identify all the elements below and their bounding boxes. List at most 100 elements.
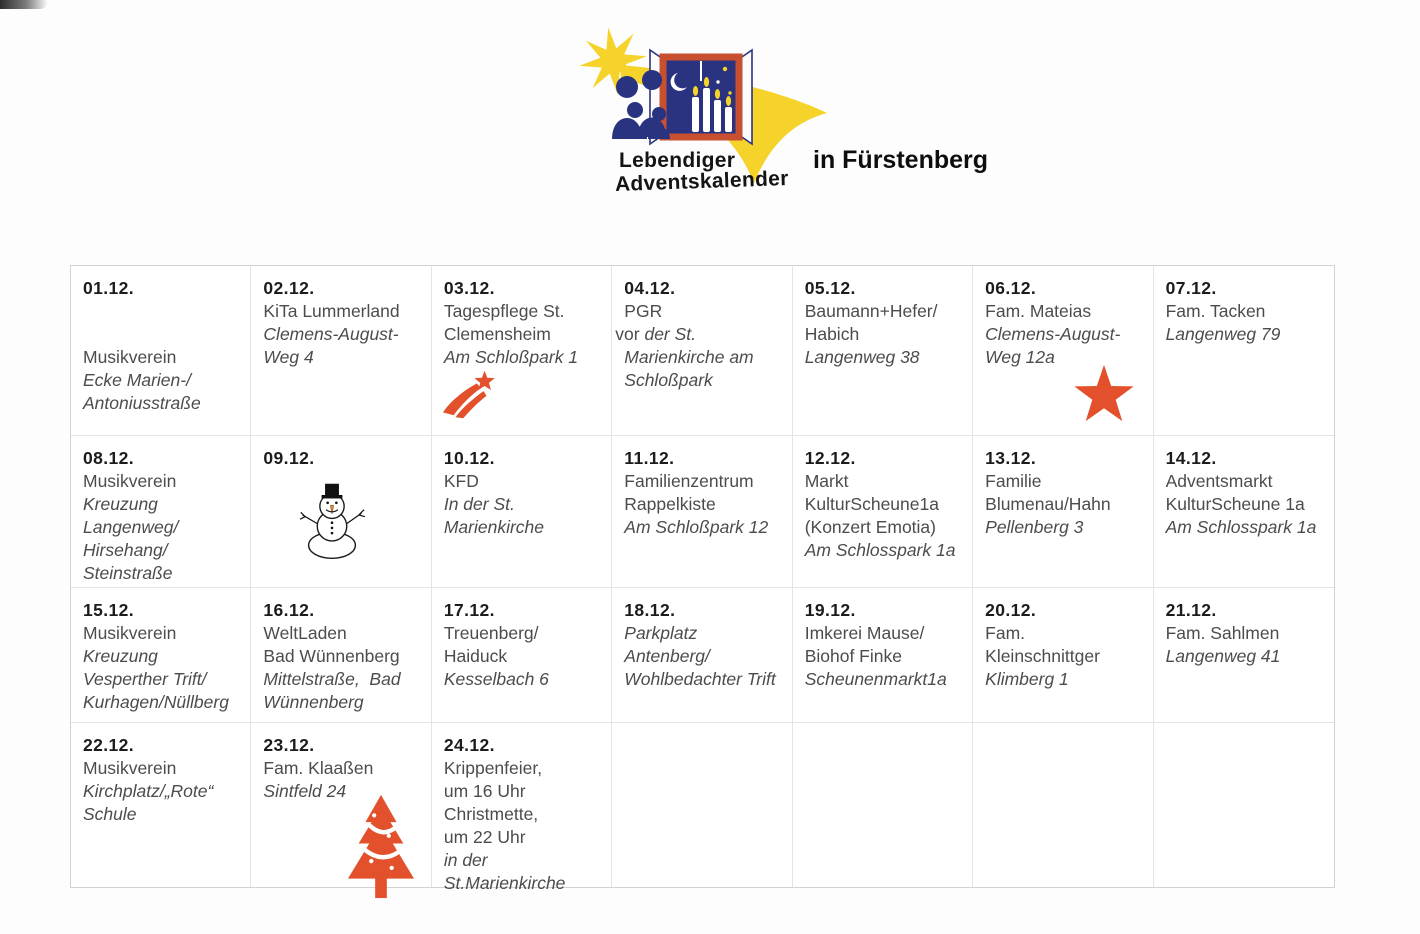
cell-lines: Adventsmarkt KulturScheune 1a Am Schlosspa… [1166,470,1328,539]
event-text-line: in der [443,850,488,870]
event-text-line: Kleinschnittger [985,646,1100,666]
event-text-line: Marienkirche am [624,347,754,367]
cell-date: 08.12. [83,448,135,468]
event-text-line: Clemensheim [443,324,551,344]
event-text-line: (Konzert Emotia) [804,517,936,537]
event-text-line: Ecke Marien-/ [83,370,191,390]
cell-lines: Baumann+Hefer/Habich Langenweg 38 [805,300,966,369]
cell-date: 18.12. [624,600,676,620]
event-text-line: St.Marienkirche [443,873,566,893]
event-text-line: Fam. Klaaßen [263,758,374,778]
calendar-cell-empty [793,723,974,887]
event-text-line: Musikverein [83,623,177,643]
event-text-line: Fam. Tacken [1165,301,1266,321]
event-text-line: Markt [804,471,849,491]
cell-lines: Krippenfeier, um 16 Uhr Christmette, um 22 … [444,757,605,895]
calendar-cell-11-12: 11.12. Familienzentrum Rappelkiste Am Schl… [612,436,793,588]
event-text-line: Tagespflege St. [443,301,565,321]
calendar-cell-12-12: 12.12. Markt KulturScheune1a (Konzert Emot… [792,436,974,588]
snowman-icon [293,480,371,562]
event-text-line: Fam. Mateias [985,301,1092,321]
calendar-cell-04-12: 04.12. PGR vor der St. Marienkirche am Schl… [612,266,793,436]
calendar-cell-09-12: 09.12. [251,436,432,588]
calendar-cell-08-12: 08.12. Musikverein Kreuzung Langenweg/Hirs… [71,436,252,588]
event-text-line: Weg 12a [985,347,1055,367]
event-text-line: Clemens-August- [263,324,399,344]
advent-logo-icon [579,27,827,183]
cell-lines: Fam. Mateias Clemens-August- Weg 12a [985,300,1146,369]
event-text-line: Kreuzung [83,646,158,666]
cell-date: 07.12. [1165,278,1217,298]
cell-lines: Fam. Tacken Langenweg 79 [1166,300,1328,346]
event-text-line: Kirchplatz/„Rote“ [83,781,214,801]
big-star-icon [1071,363,1137,427]
event-text-line: Haiduck [443,646,508,666]
event-text-line: Langenweg/ [83,517,179,537]
location-title: in Fürstenberg [813,146,989,174]
cell-date: 17.12. [443,600,495,620]
event-text-line: Am Schloßpark 12 [624,517,769,537]
cell-date: 06.12. [985,278,1037,298]
scan-artifact-top-left [0,0,48,9]
cell-lines: Treuenberg/Haiduck Kesselbach 6 [444,622,605,691]
event-text-line: Rappelkiste [624,494,716,514]
cell-date: 02.12. [263,278,315,298]
calendar-cell-16-12: 16.12. WeltLaden Bad Wünnenberg Mittelstra… [251,588,432,723]
cell-lines: Familie Blumenau/Hahn Pellenberg 3 [985,470,1146,539]
event-text-line: Klimberg 1 [985,669,1069,689]
event-text-line: Hirsehang/ [83,540,168,560]
cell-lines: Markt KulturScheune1a (Konzert Emotia) Am S… [805,470,966,562]
event-text-line: KulturScheune1a [804,494,939,514]
shooting-star-icon [442,368,502,420]
calendar-cell-02-12: 02.12. KiTa Lummerland Clemens-August- Weg… [251,266,432,436]
event-text-line: In der St. [443,494,515,514]
calendar-cell-06-12: 06.12. Fam. Mateias Clemens-August- Weg 12… [973,266,1154,436]
event-text-line: KiTa Lummerland [263,301,400,321]
cell-lines: Musikverein Kreuzung Langenweg/Hirsehang/S… [83,470,244,585]
calendar-cell-empty [973,723,1154,887]
cell-date: 04.12. [624,278,676,298]
cell-lines: PGR vor der St. Marienkirche am Schloßpark [615,300,785,392]
event-text-line: um 22 Uhr [443,827,526,847]
christmas-tree-icon [345,792,417,899]
event-text-line: Am Schlosspark 1a [1165,517,1317,537]
calendar-cell-23-12: 23.12. Fam. Klaaßen Sintfeld 24 [251,723,432,899]
cell-lines: Familienzentrum Rappelkiste Am Schloßpark … [624,470,785,539]
cell-date: 16.12. [263,600,315,620]
calendar-cell-empty [612,723,793,887]
calendar-cell-15-12: 15.12. Musikverein Kreuzung Vesperther Tri… [71,588,252,723]
calendar-cell-20-12: 20.12. Fam. Kleinschnittger Klimberg 1 [973,588,1154,723]
calendar-cell-22-12: 22.12. Musikverein Kirchplatz/„Rote“ Schul… [71,723,252,887]
calendar-cell-07-12: 07.12. Fam. Tacken Langenweg 79 [1153,266,1334,436]
event-text-line: Familie [985,471,1042,491]
cell-date: 22.12. [83,735,135,755]
cell-lines: Musikverein Kirchplatz/„Rote“ Schule [83,757,244,826]
cell-date: 19.12. [804,600,856,620]
event-text-line: Schule [83,804,137,824]
event-text-line: Imkerei Mause/ [804,623,925,643]
cell-date: 09.12. [263,448,315,468]
event-text-line: Fam. Sahlmen [1165,623,1280,643]
calendar-cell-05-12: 05.12. Baumann+Hefer/Habich Langenweg 38 [792,266,974,436]
event-text-line: KFD [443,471,479,491]
cell-date: 03.12. [443,278,495,298]
calendar-cell-19-12: 19.12. Imkerei Mause/Biohof Finke Scheune… [792,588,974,723]
event-text-line: Parkplatz [624,623,698,643]
event-text-line [83,300,244,323]
event-text-line: Weg 4 [263,347,314,367]
event-text-line: Scheunenmarkt1a [804,669,947,689]
cell-lines: Fam. Kleinschnittger Klimberg 1 [985,622,1146,691]
cell-date: 12.12. [804,448,856,468]
event-text-line: Blumenau/Hahn [985,494,1111,514]
event-text-line: Familienzentrum [624,471,754,491]
cell-date: 20.12. [985,600,1037,620]
calendar-cell-03-12: 03.12. Tagespflege St. Clemensheim Am Schl… [431,266,613,436]
cell-date: 05.12. [804,278,856,298]
cell-date: 21.12. [1165,600,1217,620]
event-text-line [83,323,244,346]
event-text-line: Clemens-August- [985,324,1121,344]
cell-date: 14.12. [1165,448,1217,468]
cell-lines: Parkplatz Antenberg/Wohlbedachter Trift [624,622,785,691]
event-text-line: vor der St. [615,324,697,344]
event-text-line: Kurhagen/Nüllberg [83,692,229,712]
